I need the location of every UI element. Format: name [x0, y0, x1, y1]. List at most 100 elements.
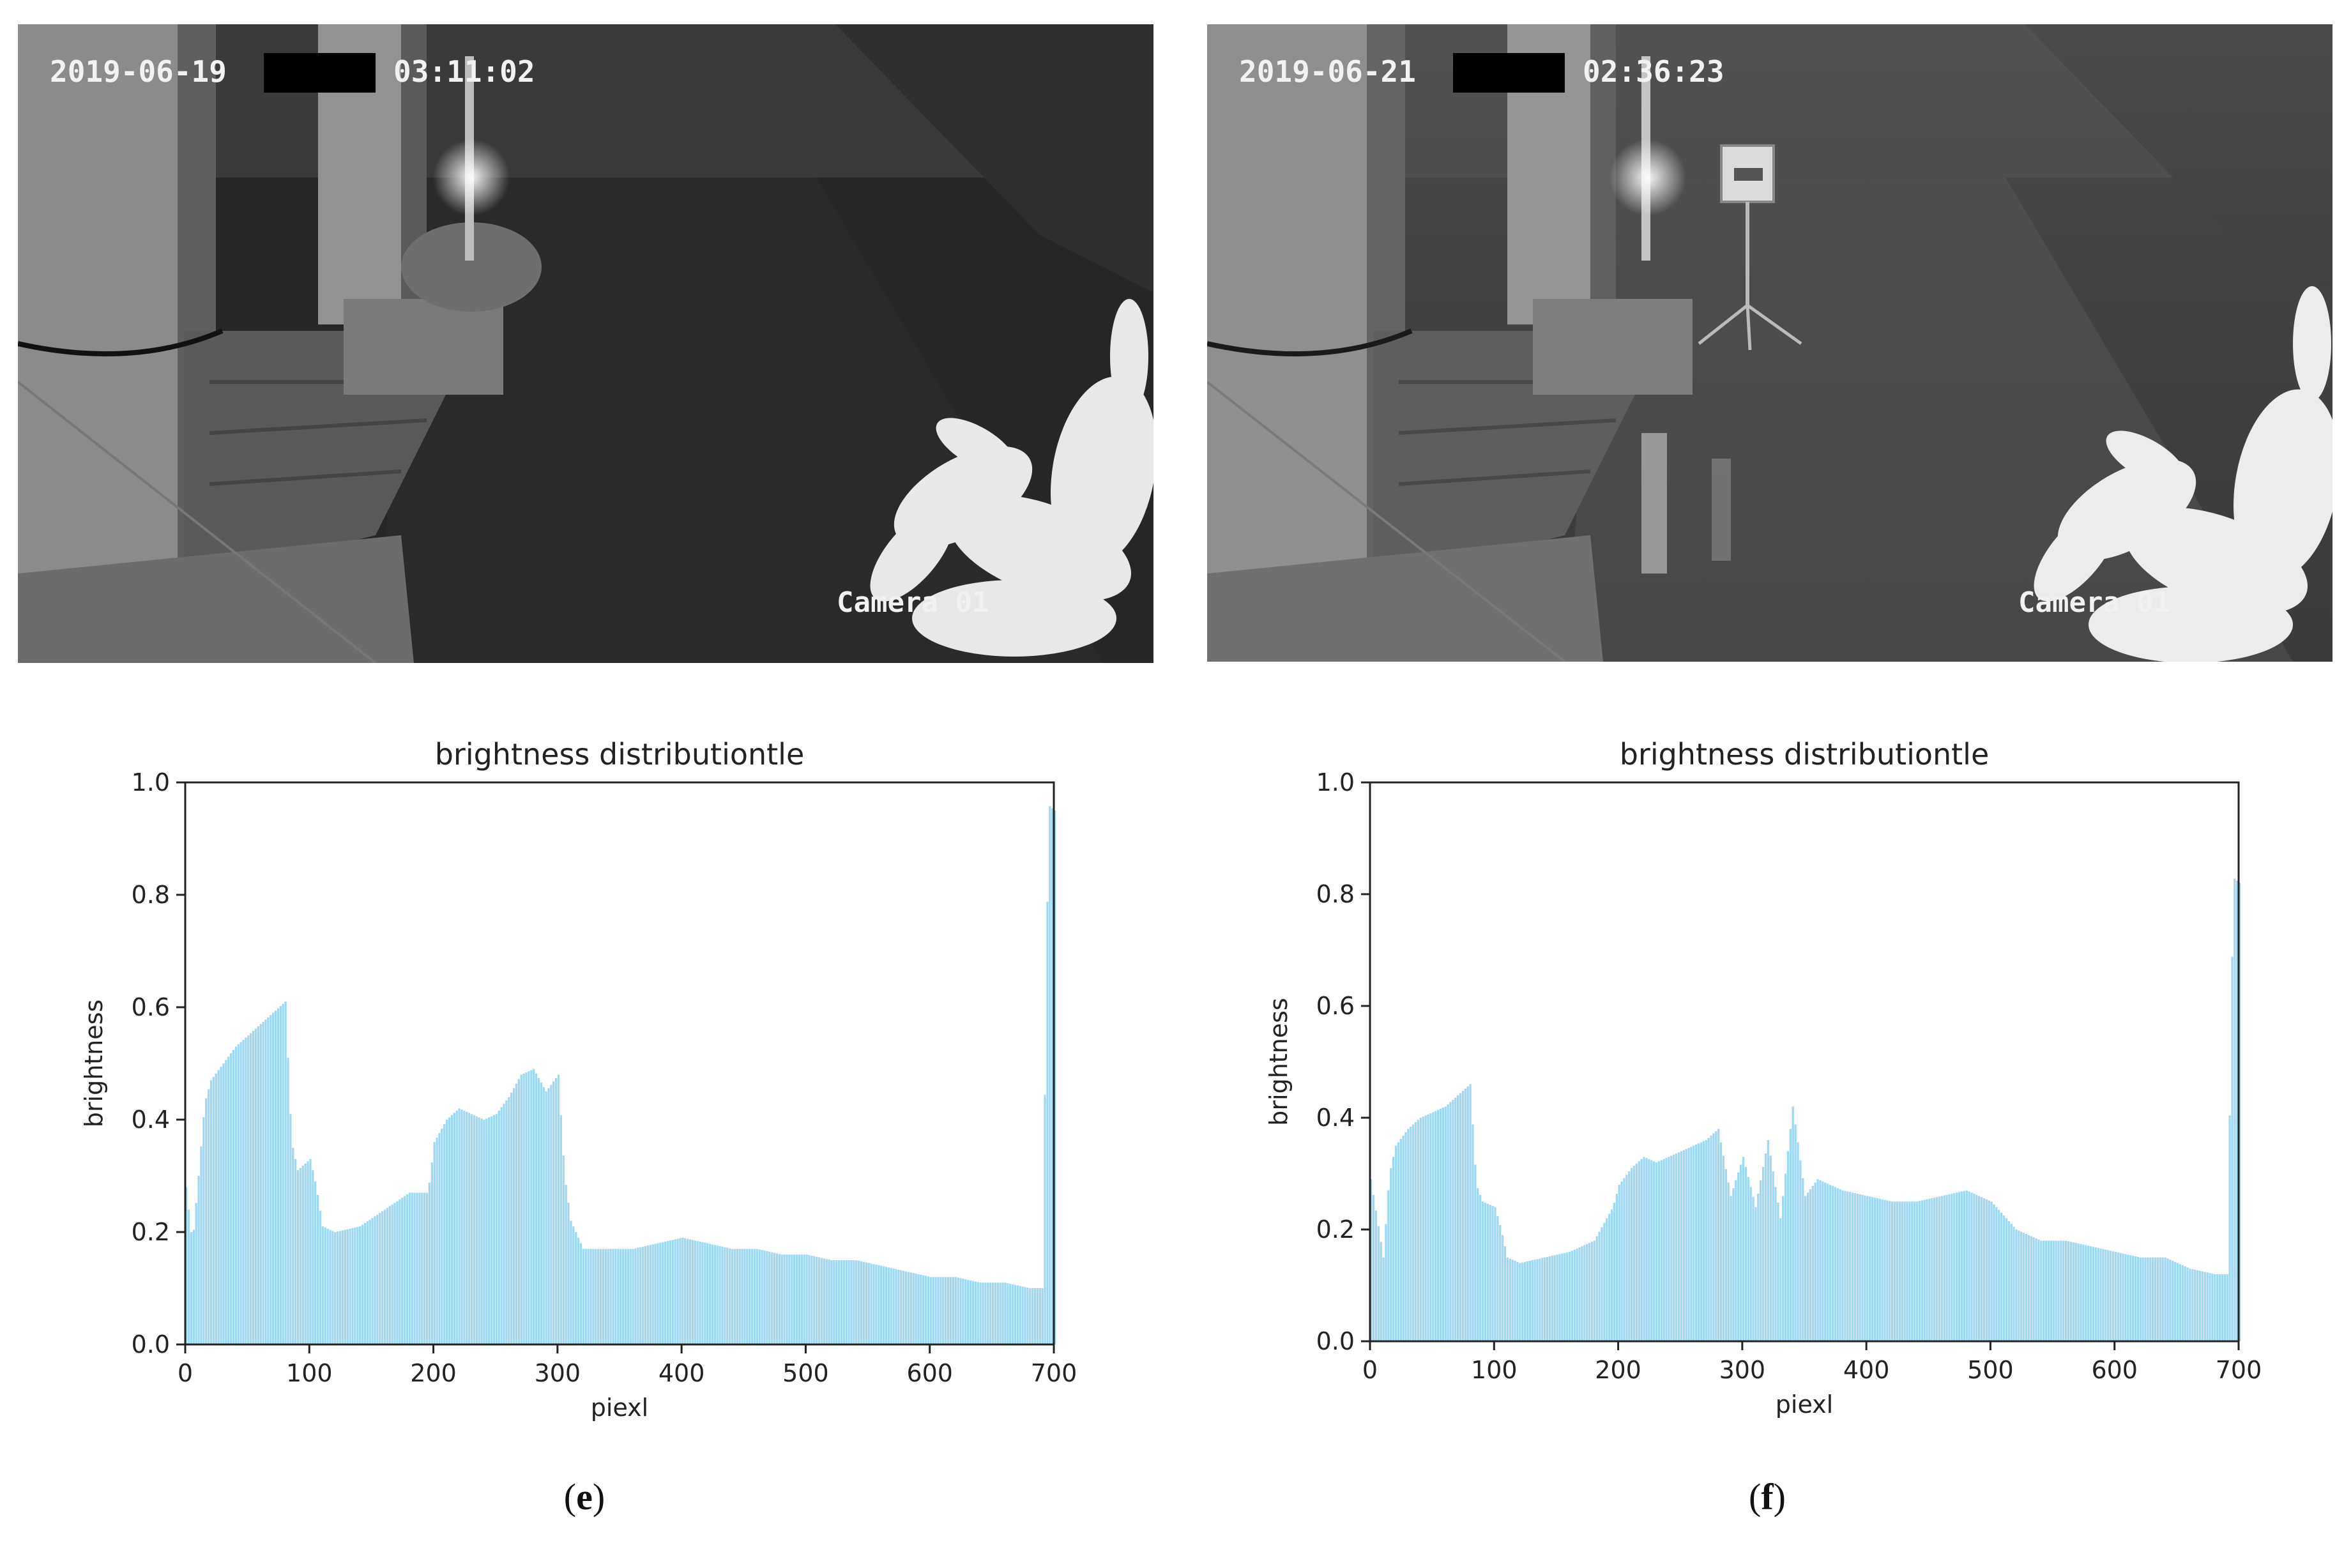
bar	[418, 1192, 421, 1344]
bar	[820, 1258, 823, 1344]
bar	[842, 1260, 846, 1344]
bar	[2172, 1261, 2174, 1341]
bar	[1635, 1163, 1638, 1341]
bar	[485, 1118, 488, 1344]
bar	[522, 1073, 525, 1344]
bar	[1945, 1194, 1948, 1341]
bar	[1829, 1185, 1832, 1341]
bar	[1685, 1149, 1687, 1341]
bar	[1536, 1259, 1539, 1341]
bar	[299, 1168, 302, 1344]
bar	[867, 1263, 870, 1344]
bar	[272, 1012, 275, 1344]
bar	[1948, 1194, 1951, 1341]
bar	[1417, 1120, 1420, 1341]
bar	[758, 1249, 761, 1344]
bar	[964, 1279, 967, 1344]
bar	[2027, 1235, 2030, 1341]
bar	[455, 1110, 458, 1344]
bar	[1039, 1288, 1041, 1344]
bar	[1387, 1190, 1390, 1341]
bar	[654, 1244, 657, 1344]
bar	[202, 1117, 205, 1344]
bar	[962, 1279, 964, 1344]
bar	[1682, 1150, 1685, 1341]
bar	[1846, 1191, 1849, 1341]
y-tick-label: 0.0	[1316, 1327, 1355, 1355]
bar	[250, 1033, 252, 1344]
bar	[1712, 1133, 1715, 1341]
bar	[428, 1182, 431, 1344]
bar	[205, 1098, 208, 1344]
bar	[200, 1146, 202, 1344]
bar	[691, 1240, 694, 1344]
x-tick-label: 700	[1031, 1359, 1077, 1387]
bar	[242, 1040, 245, 1344]
bar	[1051, 808, 1054, 1344]
bar	[1978, 1196, 1981, 1341]
y-tick-label: 0.8	[1316, 880, 1355, 908]
bar	[490, 1116, 493, 1344]
bar	[1459, 1093, 1462, 1341]
bar	[984, 1283, 987, 1344]
bar	[195, 1203, 197, 1344]
bar	[438, 1133, 441, 1344]
bar	[1839, 1189, 1841, 1341]
bar	[1831, 1185, 1834, 1341]
bar	[1511, 1260, 1514, 1341]
bar	[620, 1249, 622, 1344]
bar	[1394, 1145, 1397, 1341]
bar	[1429, 1113, 1432, 1341]
bar	[2201, 1271, 2204, 1341]
bar	[1670, 1155, 1673, 1341]
bar	[694, 1240, 696, 1344]
y-tick-label: 0.6	[132, 993, 170, 1021]
bar	[488, 1117, 491, 1344]
bar	[669, 1240, 672, 1344]
bar	[307, 1161, 309, 1344]
y-tick-label: 1.0	[132, 768, 170, 796]
bar	[887, 1267, 890, 1344]
bar	[2226, 1274, 2228, 1341]
bar	[1385, 1224, 1387, 1341]
bar	[220, 1067, 222, 1344]
bar	[570, 1221, 572, 1344]
bar	[557, 1074, 560, 1344]
bar	[1995, 1207, 1998, 1341]
bar	[885, 1267, 888, 1344]
bar	[793, 1254, 796, 1344]
bar	[1739, 1164, 1742, 1341]
bar	[1767, 1140, 1770, 1341]
bar	[376, 1214, 379, 1344]
bar	[1956, 1192, 1958, 1341]
bar	[282, 1003, 284, 1344]
bar	[649, 1245, 651, 1344]
bar	[386, 1208, 389, 1344]
bar	[1873, 1198, 1876, 1341]
x-tick-label: 400	[1843, 1356, 1890, 1384]
bar	[1499, 1225, 1502, 1341]
bar	[505, 1100, 508, 1344]
bar	[391, 1204, 393, 1344]
bar	[860, 1261, 863, 1344]
bar	[1419, 1118, 1422, 1341]
bar	[823, 1258, 825, 1344]
bar	[917, 1274, 920, 1344]
bar	[1410, 1127, 1412, 1341]
bar	[2198, 1270, 2202, 1341]
bar	[1737, 1172, 1740, 1341]
bar	[1673, 1154, 1675, 1341]
bar	[475, 1116, 478, 1344]
bar	[334, 1232, 337, 1344]
bar	[1442, 1107, 1444, 1341]
bar	[185, 1187, 188, 1344]
bar	[646, 1245, 650, 1344]
bar	[657, 1243, 659, 1344]
bar	[1558, 1254, 1561, 1341]
bar	[2218, 1274, 2221, 1341]
brightness-chart-f: brightness distributiontle 0 100 200 300 400 5…	[1265, 737, 2262, 1419]
bar	[1742, 1157, 1745, 1341]
bar	[897, 1269, 900, 1344]
bar	[316, 1194, 319, 1344]
bar	[862, 1261, 865, 1344]
